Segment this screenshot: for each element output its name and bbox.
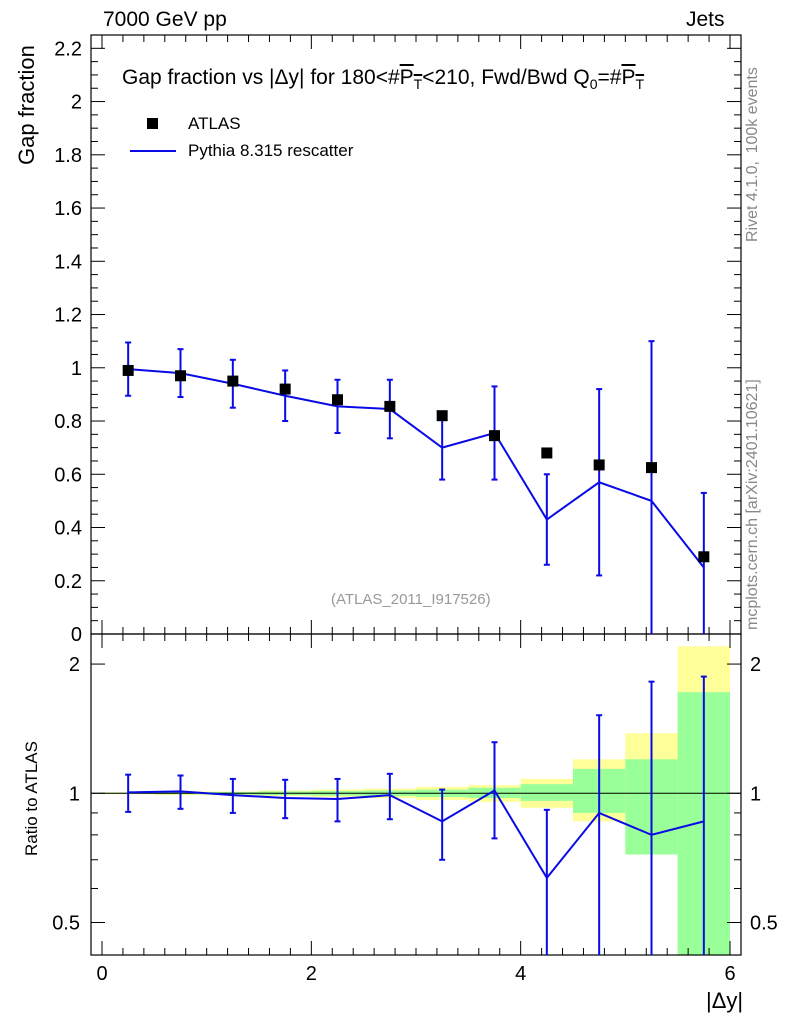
main-y-tick-label: 2.2 <box>54 38 82 60</box>
ratio-band-green <box>520 784 573 801</box>
atlas-data-point <box>436 410 448 422</box>
ratio-series-line <box>128 789 705 880</box>
legend-label-atlas: ATLAS <box>188 114 241 133</box>
main-y-tick-label: 1.2 <box>54 305 82 327</box>
analysis-reference-label: (ATLAS_2011_I917526) <box>331 591 491 608</box>
category-label: Jets <box>686 8 725 31</box>
atlas-data-point <box>332 394 343 406</box>
ratio-y-tick-label-right: 2 <box>750 654 761 676</box>
x-tick-label: 2 <box>306 963 317 985</box>
main-y-tick-label: 1.4 <box>54 251 82 273</box>
pythia-series-line <box>128 368 705 569</box>
x-tick-label: 4 <box>515 963 526 985</box>
legend-marker-atlas <box>147 118 158 129</box>
main-y-tick-label: 0 <box>71 624 82 646</box>
atlas-data-point <box>541 447 553 459</box>
energy-label: 7000 GeV pp <box>103 8 227 31</box>
chart-title: Gap fraction vs |Δy| for 180<#PT<210, Fw… <box>122 66 645 92</box>
ratio-y-tick-label-right: 1 <box>750 783 761 805</box>
rivet-version-label: Rivet 4.1.0, 100k events <box>744 67 761 242</box>
main-y-tick-label: 0.6 <box>54 464 82 486</box>
atlas-data-point <box>227 375 239 387</box>
ratio-y-tick-label-left: 2 <box>69 654 80 676</box>
x-axis-label: |Δy| <box>706 988 744 1013</box>
atlas-data-point <box>122 364 134 376</box>
atlas-data-point <box>384 400 396 412</box>
ratio-y-tick-label-left: 1 <box>69 783 80 805</box>
x-tick-label: 6 <box>724 963 735 985</box>
atlas-data-point <box>489 430 500 442</box>
atlas-data-point <box>646 462 657 474</box>
legend-label-pythia: Pythia 8.315 rescatter <box>188 141 354 160</box>
ratio-y-tick-label-left: 0.5 <box>52 912 80 934</box>
ratio-y-tick-label-right: 0.5 <box>750 912 778 934</box>
main-y-tick-label: 0.8 <box>54 411 82 433</box>
main-y-tick-label: 0.2 <box>54 571 82 593</box>
ratio-y-axis-label: Ratio to ATLAS <box>22 741 41 856</box>
atlas-data-point <box>175 370 186 382</box>
x-tick-label: 0 <box>96 963 107 985</box>
atlas-data-point <box>698 551 710 563</box>
main-y-axis-label: Gap fraction <box>14 45 39 165</box>
atlas-data-point <box>279 383 291 395</box>
main-y-tick-label: 1.8 <box>54 145 82 167</box>
mcplots-label: mcplots.cern.ch [arXiv:2401.10621] <box>744 379 761 630</box>
main-y-tick-label: 1.6 <box>54 198 82 220</box>
atlas-data-point <box>593 459 605 471</box>
main-y-tick-label: 0.4 <box>54 518 82 540</box>
main-y-tick-label: 2 <box>71 92 82 114</box>
main-y-tick-label: 1 <box>71 358 82 380</box>
